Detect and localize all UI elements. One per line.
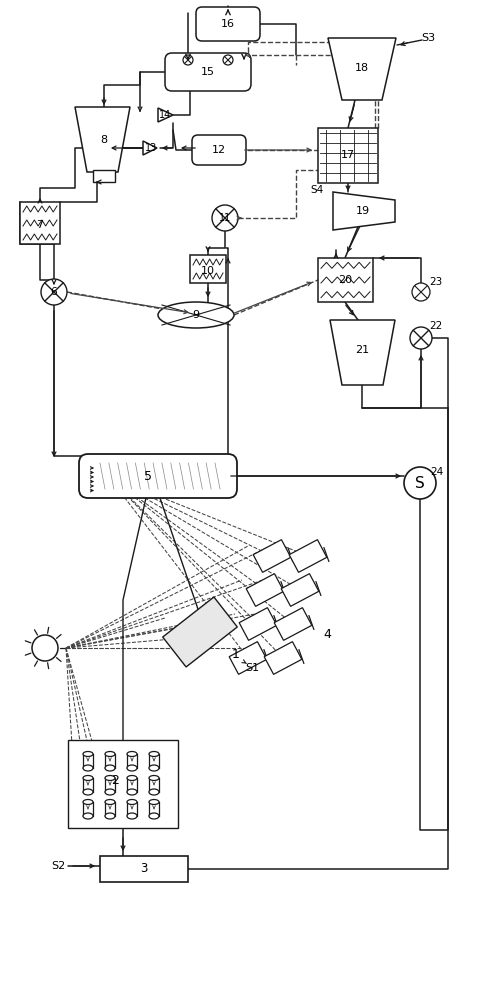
Bar bbox=[318, 128, 378, 183]
Polygon shape bbox=[264, 642, 302, 674]
Polygon shape bbox=[333, 192, 395, 230]
Text: S1: S1 bbox=[245, 663, 259, 673]
Ellipse shape bbox=[149, 765, 159, 771]
Ellipse shape bbox=[127, 800, 137, 804]
Text: S4: S4 bbox=[310, 185, 324, 195]
Ellipse shape bbox=[105, 813, 115, 819]
Bar bbox=[68, 740, 178, 828]
Circle shape bbox=[412, 283, 430, 301]
Polygon shape bbox=[253, 540, 291, 572]
Text: S3: S3 bbox=[421, 33, 435, 43]
Text: 11: 11 bbox=[219, 213, 231, 223]
Ellipse shape bbox=[149, 800, 159, 804]
Polygon shape bbox=[328, 38, 396, 100]
Polygon shape bbox=[246, 574, 284, 606]
Text: 1: 1 bbox=[232, 648, 240, 662]
Polygon shape bbox=[281, 574, 319, 606]
Bar bbox=[190, 255, 226, 283]
Text: 21: 21 bbox=[355, 345, 369, 355]
Ellipse shape bbox=[127, 765, 137, 771]
Text: 19: 19 bbox=[356, 206, 370, 216]
Ellipse shape bbox=[158, 302, 234, 328]
Text: 22: 22 bbox=[429, 321, 443, 331]
Text: 13: 13 bbox=[145, 143, 157, 153]
Polygon shape bbox=[143, 141, 157, 155]
Circle shape bbox=[212, 205, 238, 231]
Text: 17: 17 bbox=[341, 150, 355, 160]
Bar bbox=[318, 258, 373, 302]
Ellipse shape bbox=[149, 813, 159, 819]
FancyBboxPatch shape bbox=[192, 135, 246, 165]
Ellipse shape bbox=[127, 752, 137, 756]
Circle shape bbox=[410, 327, 432, 349]
Text: 14: 14 bbox=[159, 110, 171, 120]
FancyBboxPatch shape bbox=[165, 53, 251, 91]
FancyBboxPatch shape bbox=[196, 7, 260, 41]
Text: 7: 7 bbox=[36, 220, 44, 230]
Ellipse shape bbox=[149, 776, 159, 780]
Polygon shape bbox=[163, 597, 237, 667]
Text: 6: 6 bbox=[51, 287, 57, 297]
Polygon shape bbox=[330, 320, 395, 385]
Polygon shape bbox=[289, 540, 327, 572]
Ellipse shape bbox=[105, 800, 115, 804]
Text: 12: 12 bbox=[212, 145, 226, 155]
Polygon shape bbox=[158, 108, 173, 122]
Ellipse shape bbox=[127, 776, 137, 780]
Polygon shape bbox=[239, 608, 277, 640]
Text: 5: 5 bbox=[144, 470, 152, 483]
Text: 10: 10 bbox=[201, 266, 215, 276]
Text: 3: 3 bbox=[140, 862, 148, 876]
Text: 4: 4 bbox=[323, 629, 331, 642]
Bar bbox=[20, 202, 60, 244]
Text: 8: 8 bbox=[101, 135, 108, 145]
Ellipse shape bbox=[83, 765, 93, 771]
Ellipse shape bbox=[83, 752, 93, 756]
Ellipse shape bbox=[127, 813, 137, 819]
Text: 16: 16 bbox=[221, 19, 235, 29]
Polygon shape bbox=[229, 642, 267, 674]
Text: 23: 23 bbox=[429, 277, 443, 287]
Ellipse shape bbox=[83, 813, 93, 819]
Ellipse shape bbox=[83, 800, 93, 804]
Circle shape bbox=[32, 635, 58, 661]
Text: 20: 20 bbox=[338, 275, 352, 285]
Ellipse shape bbox=[149, 752, 159, 756]
Circle shape bbox=[183, 55, 193, 65]
Text: 2: 2 bbox=[111, 774, 119, 786]
Text: 18: 18 bbox=[355, 63, 369, 73]
Polygon shape bbox=[75, 107, 130, 172]
Ellipse shape bbox=[105, 776, 115, 780]
Circle shape bbox=[223, 55, 233, 65]
Polygon shape bbox=[274, 608, 312, 640]
Ellipse shape bbox=[105, 752, 115, 756]
Ellipse shape bbox=[127, 789, 137, 795]
Ellipse shape bbox=[105, 765, 115, 771]
Circle shape bbox=[404, 467, 436, 499]
Text: 15: 15 bbox=[201, 67, 215, 77]
Text: S: S bbox=[415, 477, 425, 491]
Ellipse shape bbox=[149, 789, 159, 795]
FancyBboxPatch shape bbox=[79, 454, 237, 498]
Bar bbox=[93, 170, 115, 182]
Ellipse shape bbox=[83, 789, 93, 795]
Bar bbox=[100, 856, 188, 882]
Text: 24: 24 bbox=[430, 467, 444, 477]
Ellipse shape bbox=[83, 776, 93, 780]
Circle shape bbox=[41, 279, 67, 305]
Text: 9: 9 bbox=[193, 310, 200, 320]
Text: S2: S2 bbox=[51, 861, 65, 871]
Ellipse shape bbox=[105, 789, 115, 795]
